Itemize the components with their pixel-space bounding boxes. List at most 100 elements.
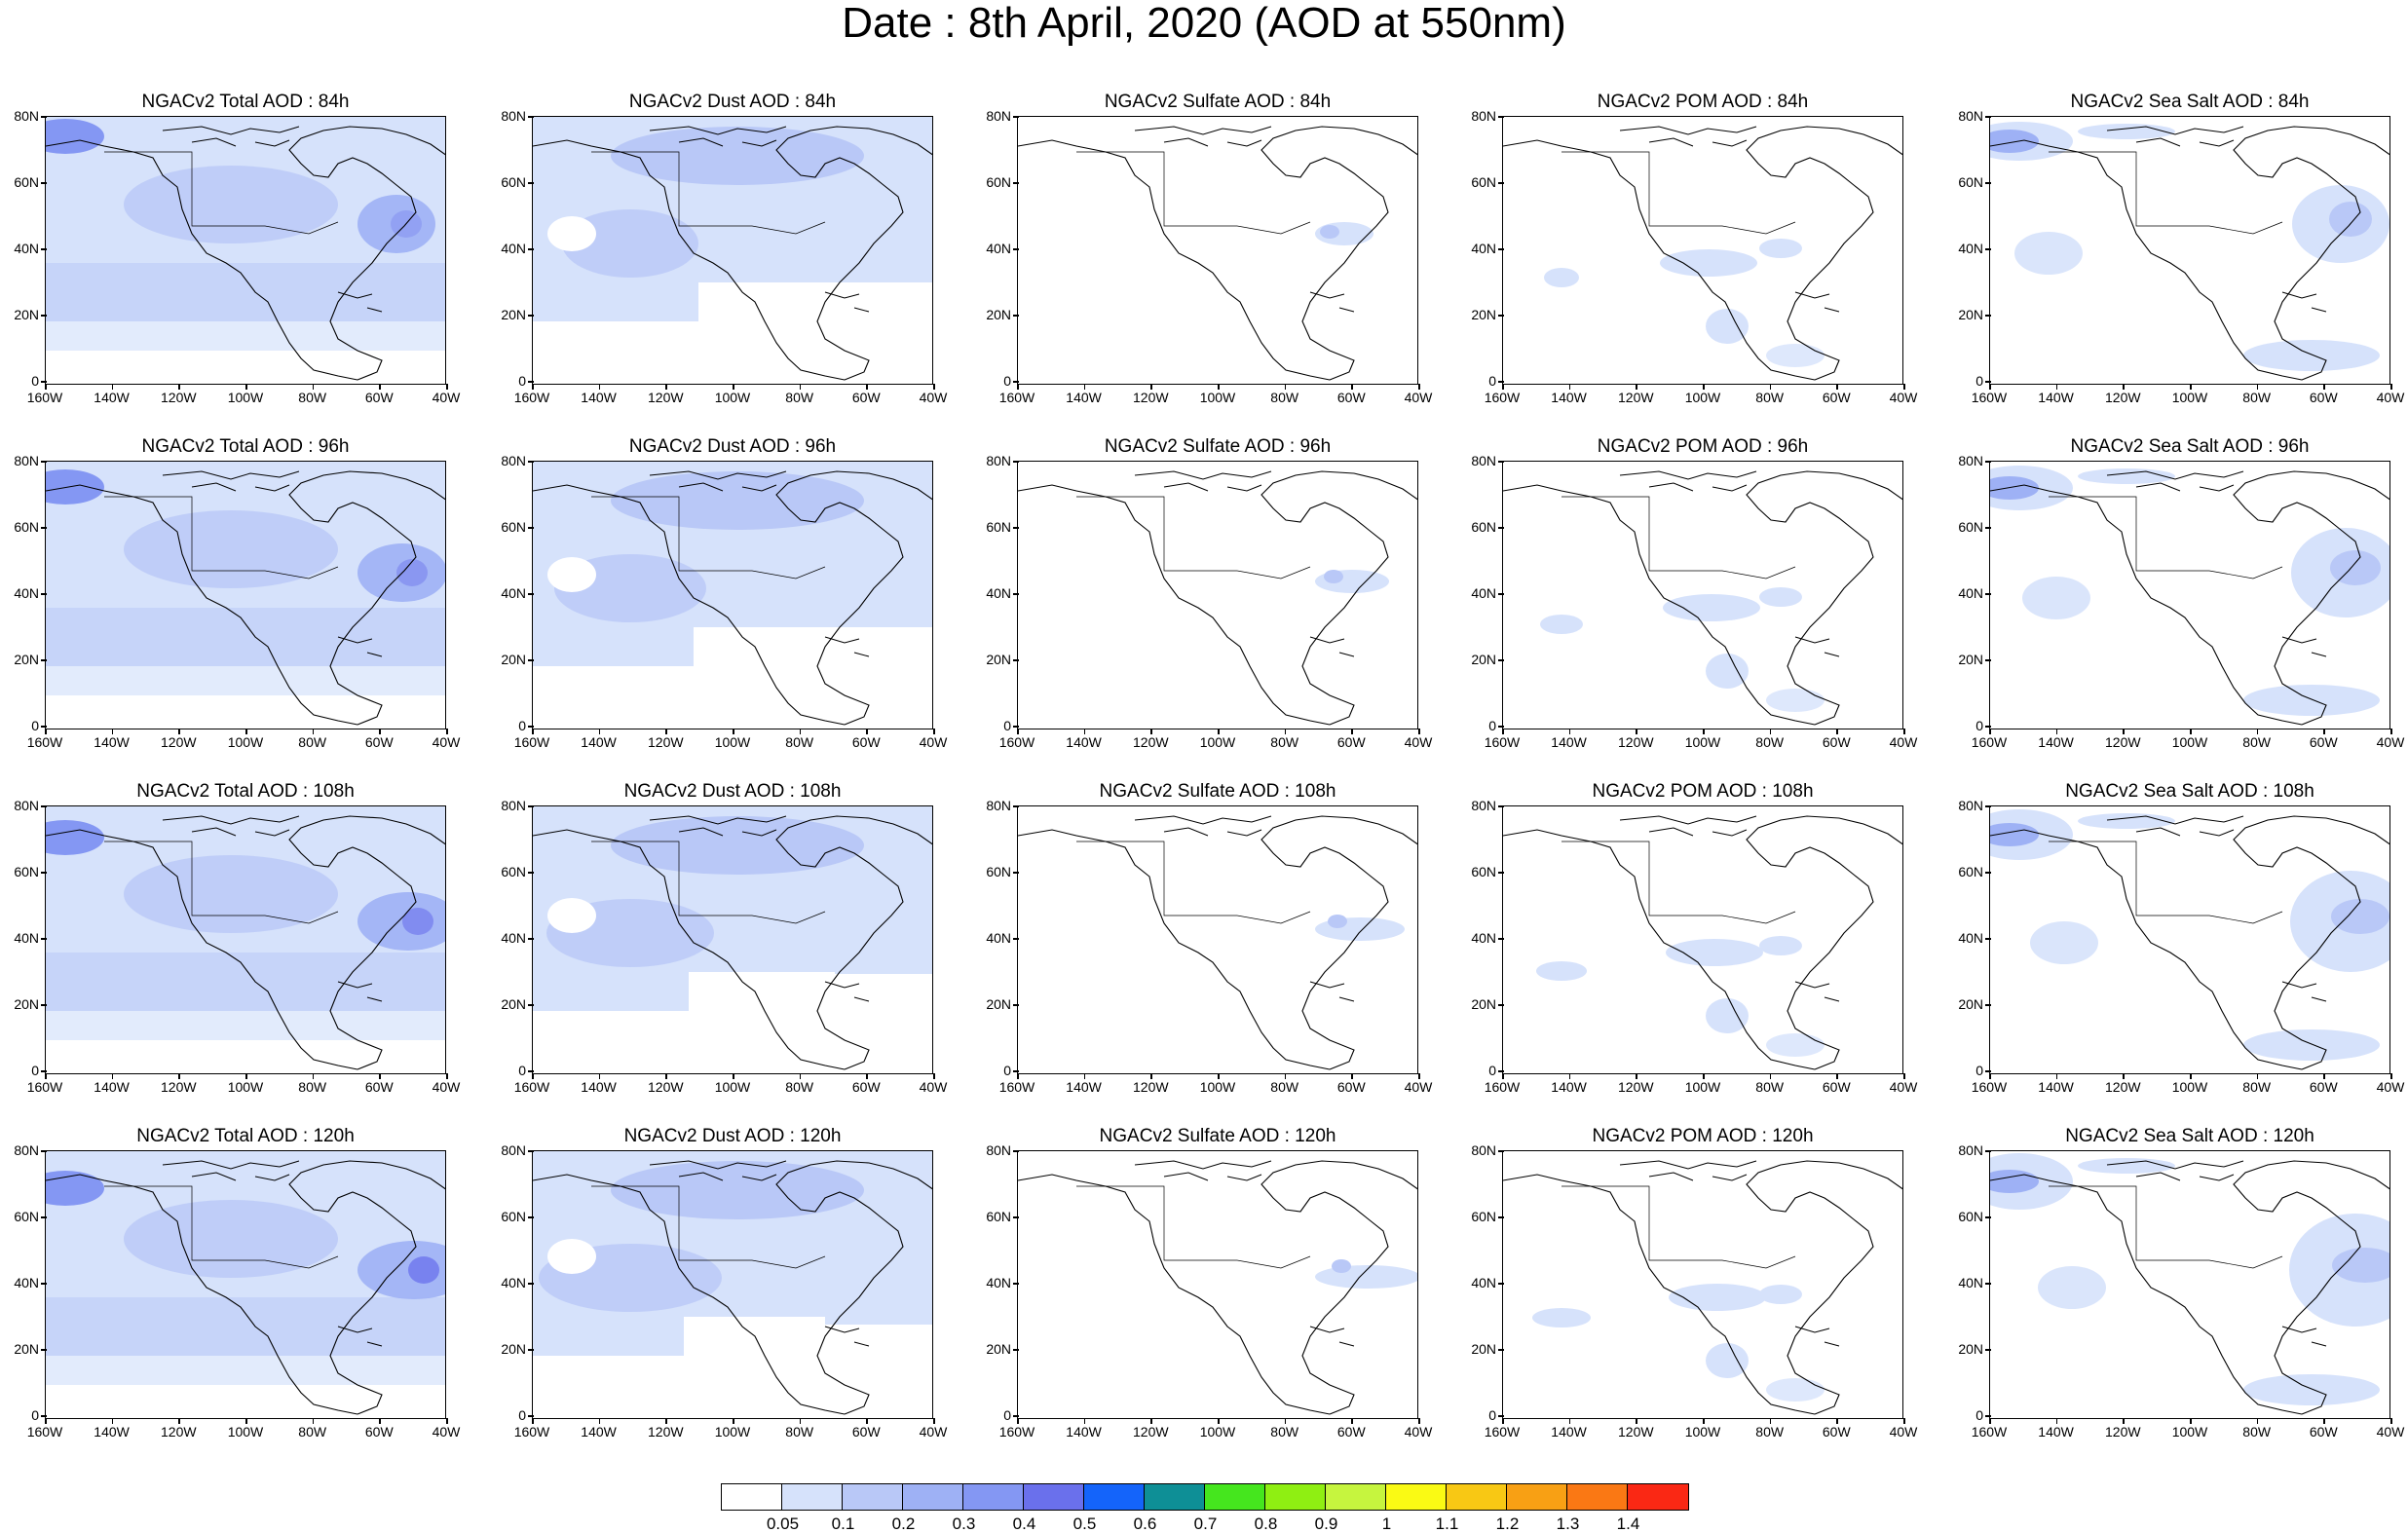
- latitude-tick-mark: [1013, 1283, 1019, 1285]
- longitude-tick-mark: [178, 1418, 180, 1424]
- longitude-tick-label: 140W: [581, 734, 617, 750]
- latitude-tick-label: 60N: [14, 174, 39, 190]
- longitude-tick-label: 100W: [1684, 1079, 1721, 1095]
- longitude-tick-mark: [1150, 384, 1152, 390]
- longitude-tick-label: 80W: [1270, 390, 1299, 405]
- latitude-tick-label: 40N: [1958, 930, 1983, 946]
- map-panel: NGACv2 Dust AOD : 96h 80N 60N 40N 20N 0 160W 14…: [487, 436, 947, 767]
- panel-title: NGACv2 Dust AOD : 120h: [623, 1126, 842, 1146]
- longitude-tick-label: 80W: [298, 1424, 327, 1440]
- longitude-tick-label: 60W: [2309, 734, 2338, 750]
- panel-title: NGACv2 Sulfate AOD : 120h: [1099, 1126, 1336, 1146]
- longitude-tick-mark: [178, 1073, 180, 1079]
- longitude-tick-mark: [1017, 1418, 1019, 1424]
- longitude-tick-label: 120W: [1133, 734, 1169, 750]
- latitude-tick-mark: [1985, 938, 1991, 940]
- latitude-tick-label: 20N: [501, 307, 526, 322]
- longitude-tick-label: 60W: [851, 734, 881, 750]
- map-panel: NGACv2 Total AOD : 108h 80N 60N 40N 20N 0 160W…: [0, 781, 460, 1112]
- colorbar-swatch: [1265, 1484, 1326, 1510]
- longitude-tick-mark: [733, 384, 734, 390]
- longitude-tick-label: 120W: [1133, 390, 1169, 405]
- longitude-tick-label: 160W: [1484, 734, 1521, 750]
- longitude-tick-mark: [446, 1418, 448, 1424]
- longitude-tick-label: 80W: [1270, 1079, 1299, 1095]
- longitude-tick-mark: [2323, 384, 2325, 390]
- latitude-tick-mark: [1013, 726, 1019, 728]
- longitude-tick-mark: [178, 729, 180, 734]
- latitude-tick-mark: [528, 315, 534, 317]
- aod-field-map: [1990, 466, 2389, 726]
- panel-title: NGACv2 Sulfate AOD : 84h: [1104, 92, 1332, 112]
- colorbar-tick-label: 0.3: [952, 1514, 976, 1533]
- longitude-tick-mark: [933, 1073, 935, 1079]
- latitude-tick-mark: [1498, 726, 1504, 728]
- longitude-tick-mark: [733, 1073, 734, 1079]
- longitude-tick-label: 140W: [1551, 1424, 1587, 1440]
- longitude-tick-label: 140W: [1551, 1079, 1587, 1095]
- aod-field-map: [1503, 470, 1902, 726]
- latitude-tick-mark: [1985, 248, 1991, 250]
- latitude-tick-label: 0: [1488, 1063, 1496, 1078]
- longitude-tick-mark: [1636, 729, 1637, 734]
- latitude-tick-label: 0: [518, 373, 526, 389]
- longitude-tick-label: 120W: [1133, 1424, 1169, 1440]
- latitude-tick-mark: [41, 1070, 47, 1072]
- longitude-tick-mark: [1083, 384, 1086, 390]
- colorbar-swatch: [1447, 1484, 1507, 1510]
- latitude-tick-mark: [1498, 1004, 1504, 1006]
- map-panel: NGACv2 Sulfate AOD : 108h 80N 60N 40N 20N 0 16…: [972, 781, 1432, 1112]
- latitude-tick-label: 20N: [1958, 996, 1983, 1012]
- latitude-tick-label: 60N: [501, 864, 526, 879]
- panel-title: NGACv2 Total AOD : 120h: [136, 1126, 355, 1146]
- aod-field-map: [533, 1151, 932, 1415]
- longitude-tick-mark: [1769, 384, 1772, 390]
- longitude-tick-label: 160W: [998, 734, 1035, 750]
- latitude-tick-label: 80N: [1958, 453, 1983, 468]
- longitude-tick-label: 100W: [227, 1079, 264, 1095]
- aod-field-map: [1018, 126, 1417, 381]
- latitude-tick-mark: [41, 315, 47, 317]
- longitude-tick-label: 60W: [1822, 390, 1851, 405]
- longitude-tick-label: 140W: [1066, 1424, 1102, 1440]
- latitude-tick-label: 40N: [501, 1275, 526, 1290]
- latitude-tick-label: 0: [1003, 373, 1011, 389]
- longitude-tick-label: 80W: [785, 1079, 814, 1095]
- latitude-tick-mark: [41, 593, 47, 595]
- latitude-tick-label: 60N: [1471, 174, 1496, 190]
- longitude-tick-mark: [933, 1418, 935, 1424]
- longitude-tick-mark: [178, 384, 180, 390]
- longitude-tick-mark: [1568, 729, 1571, 734]
- latitude-tick-label: 40N: [1958, 241, 1983, 256]
- longitude-tick-mark: [1083, 1073, 1086, 1079]
- longitude-tick-mark: [1568, 1073, 1571, 1079]
- longitude-tick-label: 80W: [298, 390, 327, 405]
- latitude-tick-label: 80N: [501, 108, 526, 124]
- colorbar-swatch: [1507, 1484, 1567, 1510]
- latitude-tick-mark: [1498, 1283, 1504, 1285]
- latitude-tick-mark: [41, 1004, 47, 1006]
- map-panel: NGACv2 Sulfate AOD : 96h 80N 60N 40N 20N 0 160…: [972, 436, 1432, 767]
- longitude-tick-label: 100W: [714, 1079, 751, 1095]
- map-plot-area: [532, 116, 933, 385]
- longitude-tick-label: 40W: [1889, 734, 1918, 750]
- latitude-tick-label: 60N: [986, 1209, 1011, 1224]
- colorbar-swatch: [1084, 1484, 1145, 1510]
- longitude-tick-mark: [1769, 1418, 1772, 1424]
- longitude-tick-mark: [312, 729, 315, 734]
- panel-title: NGACv2 Dust AOD : 96h: [628, 436, 837, 457]
- latitude-tick-label: 40N: [14, 585, 39, 601]
- panel-title: NGACv2 Total AOD : 96h: [141, 436, 350, 457]
- latitude-tick-mark: [41, 182, 47, 184]
- map-plot-area: [1502, 116, 1903, 385]
- longitude-tick-label: 120W: [161, 1424, 197, 1440]
- map-plot-area: [1502, 805, 1903, 1074]
- longitude-tick-mark: [1284, 384, 1287, 390]
- latitude-tick-label: 80N: [1471, 798, 1496, 813]
- longitude-tick-label: 120W: [648, 390, 684, 405]
- longitude-tick-mark: [1703, 1418, 1705, 1424]
- longitude-tick-label: 40W: [1404, 1079, 1433, 1095]
- aod-field-map: [46, 117, 445, 381]
- map-panel: NGACv2 Dust AOD : 120h 80N 60N 40N 20N 0 160W 1…: [487, 1126, 947, 1457]
- longitude-tick-mark: [1083, 1418, 1086, 1424]
